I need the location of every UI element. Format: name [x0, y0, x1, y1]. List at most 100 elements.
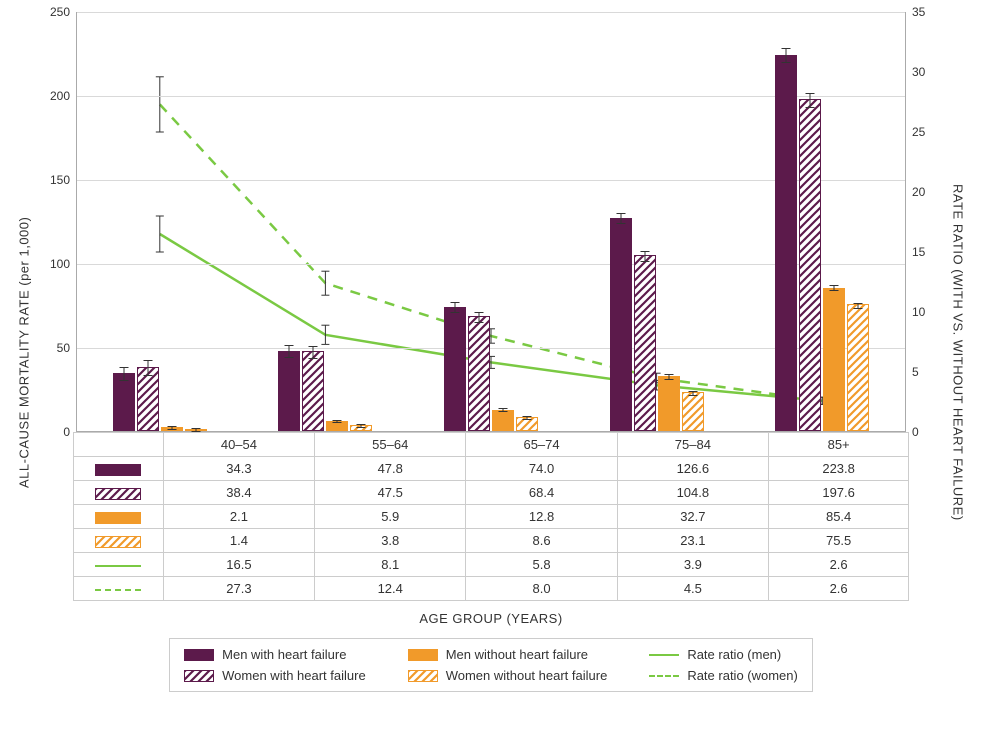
table-cell: 3.9	[617, 553, 768, 577]
line-point-error	[156, 77, 164, 132]
table-row: 2.15.912.832.785.4	[73, 505, 908, 529]
table-cell: 2.1	[163, 505, 314, 529]
table-cell: 85.4	[769, 505, 909, 529]
y-left-tick-label: 250	[50, 5, 70, 19]
y-left-tick-label: 100	[50, 257, 70, 271]
table-cell: 38.4	[163, 481, 314, 505]
y-left-axis-label: ALL-CAUSE MORTALITY RATE (per 1,000)	[12, 12, 36, 692]
table-cell: 8.1	[315, 553, 466, 577]
y-right-tick-label: 25	[912, 125, 925, 139]
bar-men_nohf	[823, 288, 845, 431]
table-cell: 126.6	[617, 457, 768, 481]
table-cell: 47.8	[315, 457, 466, 481]
bar-women_hf	[137, 367, 159, 432]
gridline	[77, 12, 905, 13]
y-left-tick-label: 0	[63, 425, 70, 439]
table-row: 27.312.48.04.52.6	[73, 577, 908, 601]
chart-container: ALL-CAUSE MORTALITY RATE (per 1,000) 050…	[12, 12, 970, 692]
data-table-wrap: 40–5455–6465–7475–8485+34.347.874.0126.6…	[36, 432, 946, 601]
bar-women_nohf	[682, 392, 704, 431]
y-right-ticks: 05101520253035	[906, 12, 946, 432]
table-col-header: 75–84	[617, 433, 768, 457]
row-swatch	[73, 577, 163, 601]
line-point-error	[321, 271, 329, 295]
table-cell: 2.6	[769, 577, 909, 601]
table-cell: 47.5	[315, 481, 466, 505]
y-right-axis-label: RATE RATIO (WITH VS. WITHOUT HEART FAILU…	[946, 12, 970, 692]
table-cell: 32.7	[617, 505, 768, 529]
y-right-tick-label: 30	[912, 65, 925, 79]
y-right-tick-label: 10	[912, 305, 925, 319]
table-cell: 27.3	[163, 577, 314, 601]
plot-row: 050100150200250 05101520253035	[36, 12, 946, 432]
legend-item: Rate ratio (women)	[649, 668, 798, 683]
row-swatch	[73, 529, 163, 553]
y-left-ticks: 050100150200250	[36, 12, 76, 432]
legend-swatch-icon	[408, 670, 438, 682]
table-col-header: 55–64	[315, 433, 466, 457]
y-right-tick-label: 0	[912, 425, 919, 439]
legend-item: Women without heart failure	[408, 668, 608, 683]
table-cell: 74.0	[466, 457, 617, 481]
bar-women_hf	[302, 351, 324, 431]
bar-men_hf	[444, 307, 466, 431]
legend-swatch-icon	[649, 675, 679, 677]
bar-women_nohf	[847, 304, 869, 431]
bar-men_nohf	[658, 376, 680, 431]
y-right-tick-label: 15	[912, 245, 925, 259]
row-swatch	[73, 505, 163, 529]
bar-group	[444, 307, 538, 431]
bar-men_nohf	[161, 427, 183, 431]
row-swatch	[73, 553, 163, 577]
table-cell: 5.8	[466, 553, 617, 577]
table-cell: 4.5	[617, 577, 768, 601]
table-cell: 23.1	[617, 529, 768, 553]
bar-men_hf	[113, 373, 135, 431]
table-cell: 2.6	[769, 553, 909, 577]
table-cell: 197.6	[769, 481, 909, 505]
legend-label: Men without heart failure	[446, 647, 588, 662]
table-col-header: 40–54	[163, 433, 314, 457]
y-left-tick-label: 150	[50, 173, 70, 187]
bar-women_hf	[468, 316, 490, 431]
legend-label: Rate ratio (men)	[687, 647, 781, 662]
bar-men_hf	[775, 55, 797, 431]
table-cell: 75.5	[769, 529, 909, 553]
table-cell: 223.8	[769, 457, 909, 481]
table-cell: 104.8	[617, 481, 768, 505]
bar-women_nohf	[185, 429, 207, 431]
bar-men_hf	[610, 218, 632, 431]
table-cell: 3.8	[315, 529, 466, 553]
table-row: 1.43.88.623.175.5	[73, 529, 908, 553]
legend-swatch-icon	[408, 649, 438, 661]
table-cell: 34.3	[163, 457, 314, 481]
x-axis-label: AGE GROUP (YEARS)	[36, 611, 946, 626]
y-left-tick-label: 50	[57, 341, 70, 355]
legend-label: Rate ratio (women)	[687, 668, 798, 683]
legend-item: Men without heart failure	[408, 647, 608, 662]
table-row: 34.347.874.0126.6223.8	[73, 457, 908, 481]
bar-group	[113, 367, 207, 432]
bar-group	[775, 55, 869, 431]
line-point-error	[321, 325, 329, 344]
plot-area	[76, 12, 906, 432]
table-cell: 8.6	[466, 529, 617, 553]
legend-swatch-icon	[649, 654, 679, 656]
table-col-header: 85+	[769, 433, 909, 457]
bar-group	[610, 218, 704, 431]
legend-swatch-icon	[184, 670, 214, 682]
bar-group	[278, 351, 372, 431]
table-cell: 1.4	[163, 529, 314, 553]
chart-area: ALL-CAUSE MORTALITY RATE (per 1,000) 050…	[12, 12, 970, 692]
line-point-error	[156, 216, 164, 252]
data-table: 40–5455–6465–7475–8485+34.347.874.0126.6…	[73, 432, 909, 601]
legend-label: Women with heart failure	[222, 668, 366, 683]
table-header-row: 40–5455–6465–7475–8485+	[73, 433, 908, 457]
table-cell: 12.8	[466, 505, 617, 529]
table-cell: 68.4	[466, 481, 617, 505]
y-right-tick-label: 35	[912, 5, 925, 19]
y-right-tick-label: 5	[912, 365, 919, 379]
y-left-tick-label: 200	[50, 89, 70, 103]
table-cell: 16.5	[163, 553, 314, 577]
legend-swatch-icon	[184, 649, 214, 661]
